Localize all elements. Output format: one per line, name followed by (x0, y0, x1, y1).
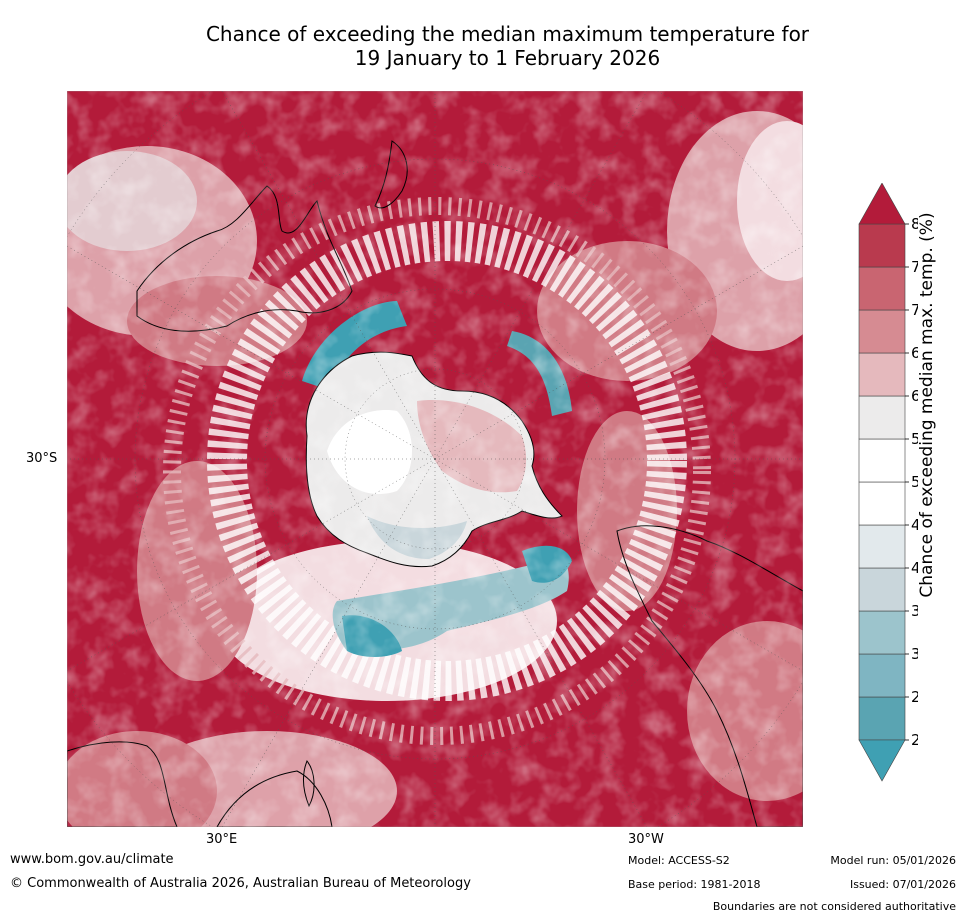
colorbar-block (858, 653, 906, 698)
colorbar-block (858, 309, 906, 354)
colorbar-tick-label: 80 (911, 215, 918, 233)
colorbar-blocks (858, 223, 906, 741)
colorbar-block (858, 610, 906, 655)
colorbar-block (858, 567, 906, 612)
colorbar-tick-label: 40 (911, 559, 918, 577)
colorbar-tick-label: 35 (911, 602, 918, 620)
colorbar-block (858, 438, 906, 483)
colorbar-tick-label: 50 (911, 473, 918, 491)
colorbar-block (858, 352, 906, 397)
graticule (67, 91, 803, 827)
colorbar-block (858, 266, 906, 311)
polar-map (67, 91, 803, 827)
base-period-text: Base period: 1981-2018 (628, 878, 761, 891)
colorbar-block (858, 481, 906, 526)
model-text: Model: ACCESS-S2 (628, 854, 730, 867)
colorbar-over-arrow (858, 183, 906, 225)
colorbar-tick-label: 25 (911, 688, 918, 706)
colorbar-under-arrow (858, 739, 906, 782)
lon-label-30e: 30°E (206, 832, 238, 847)
colorbar-ticks: 20 25 30 35 40 45 50 55 60 65 70 75 80 (905, 215, 918, 749)
copyright-text: © Commonwealth of Australia 2026, Austra… (10, 876, 471, 891)
lon-label-30w: 30°W (628, 832, 664, 847)
colorbar-block (858, 696, 906, 741)
colorbar-tick-label: 55 (911, 430, 918, 448)
model-run-text: Model run: 05/01/2026 (830, 854, 956, 867)
colorbar-tick-label: 60 (911, 387, 918, 405)
colorbar-block (858, 524, 906, 569)
colorbar-tick-label: 65 (911, 344, 918, 362)
colorbar-tick-label: 70 (911, 301, 918, 319)
website-link[interactable]: www.bom.gov.au/climate (10, 852, 174, 867)
title-line-1: Chance of exceeding the median maximum t… (205, 22, 810, 46)
disclaimer-text: Boundaries are not considered authoritat… (712, 900, 956, 913)
colorbar-block (858, 223, 906, 268)
colorbar-block (858, 395, 906, 440)
colorbar-tick-label: 20 (911, 731, 918, 749)
title-line-2: 19 January to 1 February 2026 (354, 46, 661, 70)
colorbar-title: Chance of exceeding median max. temp. (%… (917, 212, 937, 598)
colorbar-tick-label: 30 (911, 645, 918, 663)
colorbar: 20 25 30 35 40 45 50 55 60 65 70 75 80 (858, 183, 918, 782)
colorbar-tick-label: 45 (911, 516, 918, 534)
issued-text: Issued: 07/01/2026 (849, 878, 956, 891)
map-title: Chance of exceeding the median maximum t… (0, 22, 965, 70)
colorbar-tick-label: 75 (911, 258, 918, 276)
lat-label-30s: 30°S (26, 451, 58, 466)
